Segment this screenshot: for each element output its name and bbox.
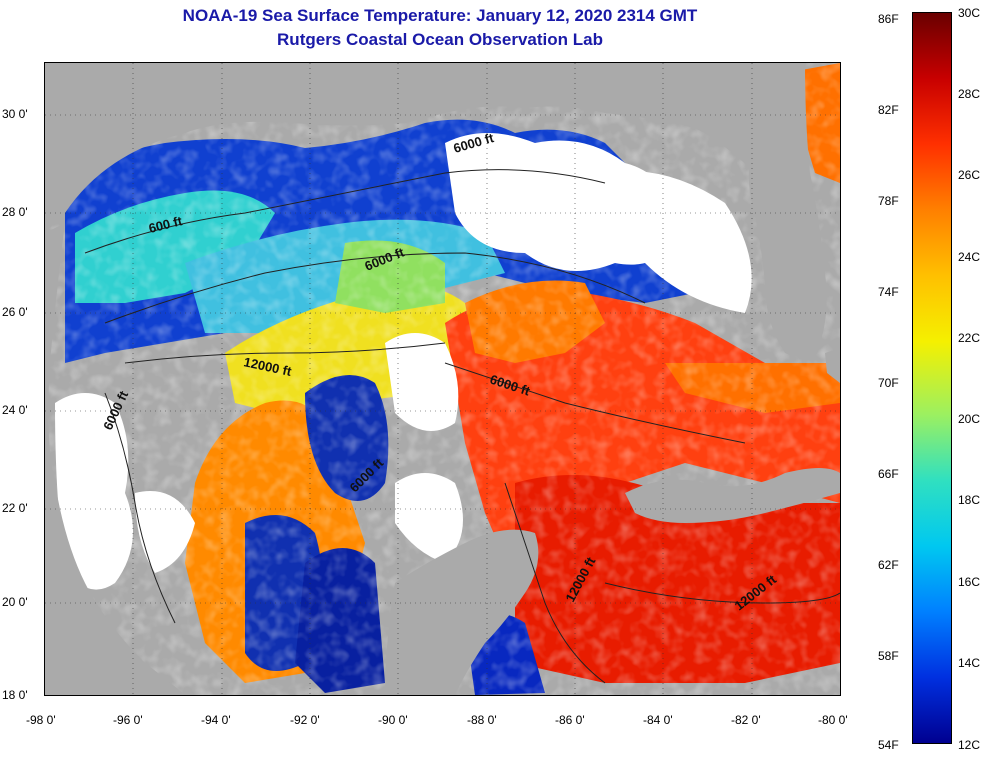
cb-label-54f: 54F bbox=[878, 738, 899, 752]
map-title: NOAA-19 Sea Surface Temperature: January… bbox=[182, 6, 698, 25]
lat-tick-24: 24 0' bbox=[2, 403, 28, 417]
lon-tick-86: -86 0' bbox=[555, 713, 585, 727]
map-subtitle: Rutgers Coastal Ocean Observation Lab bbox=[277, 30, 603, 49]
cb-label-12c: 12C bbox=[958, 738, 981, 752]
lon-tick-88: -88 0' bbox=[467, 713, 497, 727]
lon-tick-98: -98 0' bbox=[26, 713, 56, 727]
lon-tick-80: -80 0' bbox=[818, 713, 848, 727]
cb-label-28c: 28C bbox=[958, 87, 981, 101]
cb-label-78f: 78F bbox=[878, 194, 899, 208]
lon-tick-84: -84 0' bbox=[643, 713, 673, 727]
lon-tick-92: -92 0' bbox=[290, 713, 320, 727]
lon-tick-96: -96 0' bbox=[113, 713, 143, 727]
lat-tick-18: 18 0' bbox=[2, 688, 28, 702]
bathymetry-contours bbox=[84, 169, 840, 684]
cb-label-70f: 70F bbox=[878, 376, 899, 390]
cb-label-62f: 62F bbox=[878, 558, 899, 572]
lat-tick-28: 28 0' bbox=[2, 205, 28, 219]
cb-label-82f: 82F bbox=[878, 103, 899, 117]
lon-tick-90: -90 0' bbox=[378, 713, 408, 727]
cb-label-58f: 58F bbox=[878, 649, 899, 663]
cb-label-22c: 22C bbox=[958, 331, 981, 345]
cb-label-14c: 14C bbox=[958, 656, 981, 670]
cb-label-66f: 66F bbox=[878, 467, 899, 481]
sst-map-canvas: 600 ft 6000 ft 6000 ft 12000 ft 6000 ft … bbox=[45, 63, 840, 695]
lat-tick-22: 22 0' bbox=[2, 501, 28, 515]
cb-label-30c: 30C bbox=[958, 6, 981, 20]
land-yucatan bbox=[385, 529, 539, 695]
cb-label-26c: 26C bbox=[958, 168, 981, 182]
land-us-gulf-coast bbox=[45, 63, 785, 233]
lat-tick-26: 26 0' bbox=[2, 305, 28, 319]
cb-label-74f: 74F bbox=[878, 285, 899, 299]
temperature-colorbar bbox=[912, 12, 952, 744]
land-mexico-west bbox=[45, 223, 185, 695]
cb-label-24c: 24C bbox=[958, 250, 981, 264]
lat-tick-30: 30 0' bbox=[2, 107, 28, 121]
land-cuba bbox=[625, 468, 840, 523]
land-bahamas bbox=[825, 348, 840, 383]
cb-label-16c: 16C bbox=[958, 575, 981, 589]
lon-tick-94: -94 0' bbox=[201, 713, 231, 727]
land-masses bbox=[45, 63, 840, 695]
lon-tick-82: -82 0' bbox=[731, 713, 761, 727]
cb-label-20c: 20C bbox=[958, 412, 981, 426]
cb-label-86f: 86F bbox=[878, 12, 899, 26]
sst-map[interactable]: 600 ft 6000 ft 6000 ft 12000 ft 6000 ft … bbox=[44, 62, 841, 696]
cb-label-18c: 18C bbox=[958, 493, 981, 507]
lat-tick-20: 20 0' bbox=[2, 595, 28, 609]
graticule bbox=[45, 63, 840, 695]
land-florida bbox=[748, 63, 827, 357]
